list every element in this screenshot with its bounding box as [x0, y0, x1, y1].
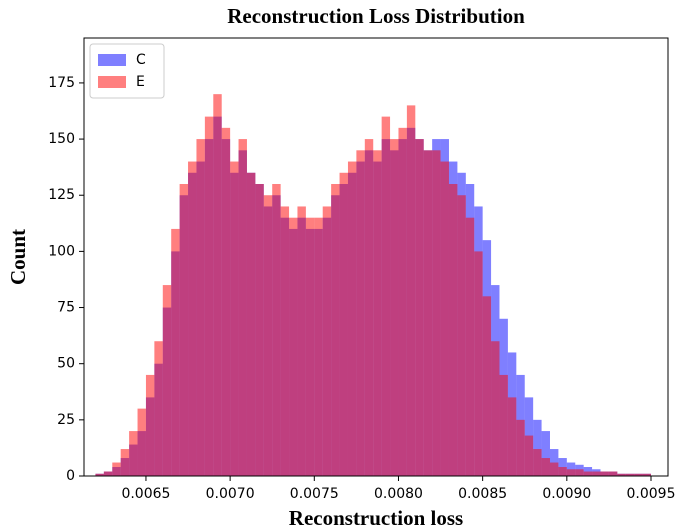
bar — [356, 150, 365, 477]
bar — [331, 184, 340, 476]
legend-label: C — [136, 52, 146, 68]
bar — [465, 217, 475, 476]
x-tick-label: 0.0080 — [374, 486, 423, 502]
bar — [305, 217, 315, 476]
bar — [617, 473, 626, 476]
bar — [533, 449, 542, 476]
bar — [188, 161, 197, 477]
bar — [499, 374, 508, 476]
bar — [347, 161, 357, 477]
x-tick-label: 0.0085 — [458, 486, 507, 502]
bar — [423, 150, 433, 477]
bar — [533, 419, 542, 476]
bar — [625, 473, 635, 476]
bar — [415, 139, 424, 477]
bar — [280, 206, 290, 476]
bar — [491, 341, 500, 476]
bar — [558, 467, 567, 476]
chart-title: Reconstruction Loss Distribution — [227, 4, 525, 28]
bar — [339, 172, 348, 476]
bar — [592, 471, 601, 476]
bar — [364, 139, 374, 477]
legend-box — [89, 43, 165, 99]
x-tick-label: 0.0075 — [290, 486, 339, 502]
bar — [154, 341, 163, 476]
bar — [129, 431, 138, 476]
bar — [263, 195, 273, 476]
x-tick-label: 0.0095 — [626, 486, 675, 502]
y-axis-label: Count — [6, 229, 30, 285]
bar — [196, 139, 205, 477]
bar — [322, 206, 332, 476]
bar — [297, 206, 306, 476]
bar — [145, 374, 155, 476]
bar — [541, 431, 550, 476]
bar — [238, 139, 247, 477]
bar — [213, 94, 222, 477]
bar — [583, 471, 593, 476]
bar — [474, 251, 483, 476]
bar — [120, 449, 130, 476]
legend-swatch — [98, 76, 126, 88]
bar — [549, 462, 559, 476]
bar — [440, 161, 449, 477]
legend-swatch — [98, 54, 126, 66]
bar — [482, 296, 492, 476]
bar — [457, 195, 466, 476]
bar — [398, 127, 407, 476]
bar — [112, 462, 121, 476]
legend-label: E — [136, 74, 145, 90]
bar — [230, 161, 239, 477]
bar — [381, 116, 391, 476]
bar — [390, 139, 399, 477]
bar — [204, 116, 214, 476]
bar — [103, 471, 113, 476]
y-tick-label: 50 — [57, 356, 75, 372]
bar — [575, 469, 584, 476]
x-tick-label: 0.0090 — [542, 486, 591, 502]
bar — [541, 458, 550, 476]
y-tick-label: 175 — [48, 75, 75, 91]
bar — [432, 150, 441, 477]
bar — [314, 217, 323, 476]
bar — [171, 228, 180, 476]
y-tick-label: 75 — [57, 300, 75, 316]
y-tick-label: 25 — [57, 412, 75, 428]
bar — [600, 471, 609, 476]
x-axis-label: Reconstruction loss — [289, 506, 463, 530]
bar — [634, 473, 643, 476]
bar — [406, 105, 416, 476]
bar — [137, 408, 146, 476]
bar — [255, 184, 264, 476]
x-tick-label: 0.0070 — [206, 486, 255, 502]
bar — [642, 473, 651, 476]
bar — [179, 184, 189, 476]
y-tick-label: 150 — [48, 131, 75, 147]
plot-frame — [83, 37, 669, 477]
bar — [272, 184, 281, 476]
bar — [289, 217, 298, 476]
bar — [608, 471, 618, 476]
bar — [448, 184, 458, 476]
bar — [373, 150, 382, 477]
bar — [566, 469, 576, 476]
bar — [95, 473, 104, 476]
bar — [507, 397, 517, 476]
bar — [246, 172, 256, 476]
y-tick-label: 125 — [48, 187, 75, 203]
x-tick-label: 0.0065 — [121, 486, 170, 502]
y-tick-label: 0 — [66, 468, 75, 484]
bar — [516, 419, 525, 476]
bar — [162, 285, 172, 476]
bar — [221, 127, 231, 476]
y-tick-label: 100 — [48, 243, 75, 259]
bar — [524, 435, 534, 476]
